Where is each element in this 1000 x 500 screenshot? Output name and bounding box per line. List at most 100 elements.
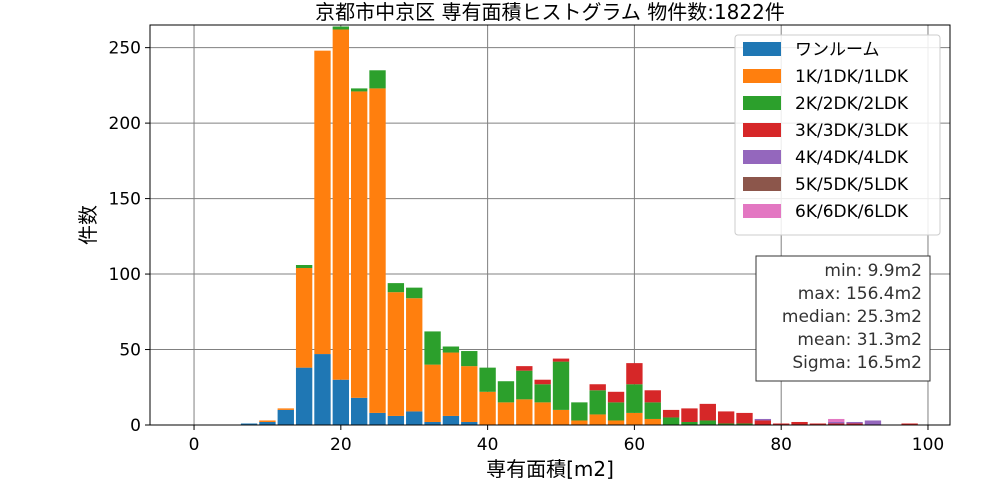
histogram-bar	[607, 391, 625, 403]
histogram-bar	[828, 418, 845, 422]
histogram-bar	[277, 408, 294, 410]
histogram-bar	[699, 403, 716, 421]
histogram-bar	[497, 381, 515, 403]
histogram-bar	[626, 412, 643, 425]
legend-label: ワンルーム	[795, 40, 880, 60]
histogram-bar	[571, 402, 588, 421]
histogram-bar	[314, 50, 331, 355]
legend-swatch	[743, 69, 781, 83]
y-tick-label: 250	[109, 39, 141, 59]
legend-label: 5K/5DK/5LDK	[795, 175, 909, 195]
x-tick-label: 60	[624, 435, 646, 455]
histogram-bar	[424, 331, 441, 365]
histogram-bar	[589, 414, 606, 425]
histogram-bar	[589, 390, 606, 415]
histogram-bar	[424, 364, 441, 422]
histogram-bar	[461, 421, 478, 425]
histogram-bar	[295, 268, 313, 368]
x-tick-label: 40	[477, 435, 499, 455]
histogram-bar	[589, 384, 606, 391]
chart-title: 京都市中京区 専有面積ヒストグラム 物件数:1822件	[315, 0, 785, 24]
y-axis-label: 件数	[76, 205, 100, 245]
histogram-bar	[754, 418, 772, 421]
histogram-bar	[295, 265, 313, 269]
legend-label: 4K/4DK/4LDK	[795, 148, 909, 168]
histogram-bar	[351, 397, 368, 425]
stats-line: median: 25.3m2	[782, 307, 922, 327]
legend-swatch	[743, 177, 781, 191]
legend-swatch	[743, 42, 781, 56]
histogram-bar	[351, 88, 368, 92]
histogram-bar	[607, 420, 625, 425]
histogram-bar	[736, 423, 753, 425]
histogram-bar	[717, 411, 735, 424]
histogram-bar	[442, 346, 460, 353]
legend-label: 6K/6DK/6LDK	[795, 202, 909, 222]
histogram-bar	[369, 70, 386, 89]
histogram-bar	[424, 421, 441, 425]
x-tick-label: 20	[330, 435, 352, 455]
histogram-bar	[901, 423, 918, 425]
histogram-bar	[332, 379, 349, 425]
histogram-bar	[277, 409, 294, 425]
histogram-bar	[295, 367, 313, 425]
histogram-bar	[369, 88, 386, 413]
histogram-bar	[552, 361, 570, 410]
histogram-bar	[773, 423, 790, 425]
y-tick-label: 200	[109, 114, 141, 134]
y-tick-label: 0	[130, 416, 141, 436]
histogram-bar	[332, 26, 349, 30]
histogram-bar	[534, 402, 551, 425]
histogram-bar	[644, 418, 661, 425]
histogram-bar	[828, 423, 845, 425]
legend-label: 3K/3DK/3LDK	[795, 121, 909, 141]
histogram-bar	[809, 423, 827, 425]
histogram-bar	[699, 420, 716, 425]
histogram-bar	[406, 287, 423, 299]
histogram-bar	[864, 420, 882, 425]
histogram-bar	[534, 379, 551, 385]
histogram-bar	[662, 417, 680, 425]
x-tick-label: 100	[912, 435, 944, 455]
histogram-bar	[828, 421, 845, 424]
histogram-bar	[406, 298, 423, 412]
x-tick-label: 0	[189, 435, 200, 455]
histogram-bar	[406, 411, 423, 425]
histogram-bar	[846, 423, 863, 425]
y-tick-label: 150	[109, 190, 141, 210]
y-tick-label: 50	[119, 341, 141, 361]
histogram-bar	[681, 421, 698, 425]
legend-label: 1K/1DK/1LDK	[795, 67, 909, 87]
histogram-bar	[607, 402, 625, 421]
histogram-bar	[662, 409, 680, 418]
histogram-bar	[479, 391, 496, 425]
histogram-bar	[387, 415, 405, 425]
histogram-bar	[479, 367, 496, 392]
histogram-bar	[626, 363, 643, 385]
histogram-bar	[516, 366, 533, 371]
legend-swatch	[743, 204, 781, 218]
histogram-bar	[442, 352, 460, 416]
legend-swatch	[743, 123, 781, 137]
histogram-bar	[442, 415, 460, 425]
legend-swatch	[743, 96, 781, 110]
histogram-bar	[846, 421, 863, 424]
histogram-bar	[791, 421, 808, 425]
legend-box	[734, 34, 941, 236]
stats-line: min: 9.9m2	[824, 261, 922, 281]
histogram-bar	[332, 29, 349, 380]
histogram-bar	[369, 412, 386, 425]
x-axis-label: 専有面積[m2]	[486, 457, 614, 481]
histogram-bar	[644, 402, 661, 419]
histogram-bar	[626, 384, 643, 413]
histogram-bar	[497, 402, 515, 425]
histogram-bar	[516, 399, 533, 425]
histogram-bar	[387, 292, 405, 416]
legend-swatch	[743, 150, 781, 164]
stats-box	[755, 255, 931, 382]
histogram-bar	[259, 420, 276, 422]
histogram-bar	[736, 412, 753, 424]
histogram-bar	[240, 423, 258, 425]
